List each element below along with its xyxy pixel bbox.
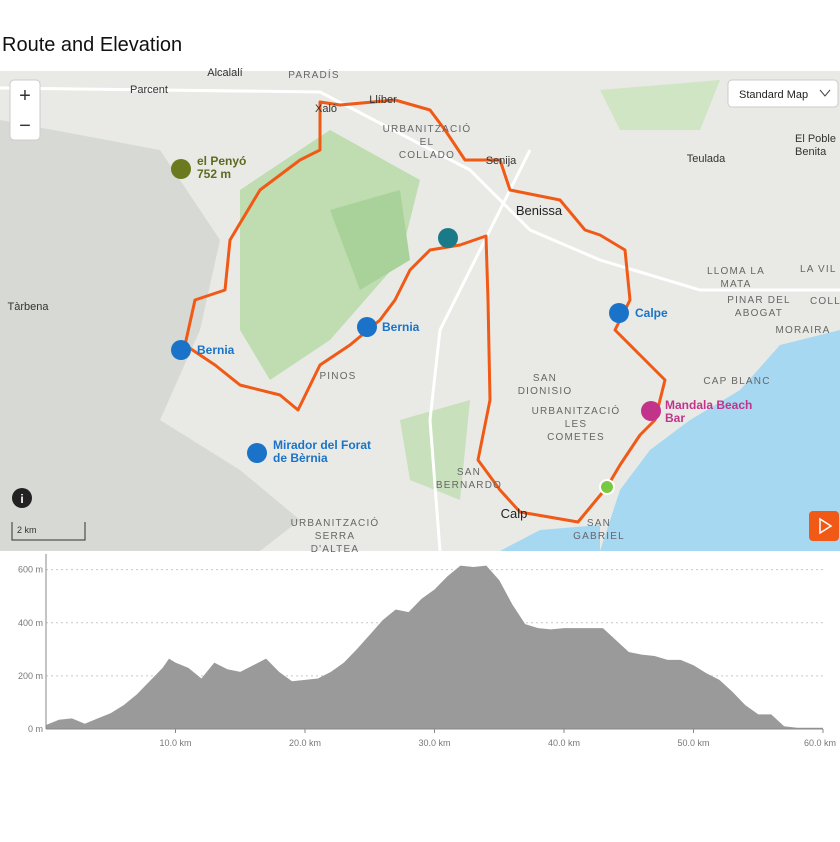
zoom-out[interactable]: − [19,115,31,137]
map-label: URBANITZACIÓ [532,404,621,417]
x-tick-label: 60.0 km [804,738,836,748]
elevation-area [46,565,823,729]
map-label: Calp [501,506,528,521]
map-label: COMETES [547,432,605,443]
poi-marker[interactable] [641,401,661,421]
map-label: GABRIEL [573,531,625,542]
start-marker[interactable] [599,479,615,495]
poi-marker[interactable] [609,303,629,323]
map-label: PARADÍS [288,68,340,81]
play-icon [819,517,833,535]
map-label: Mandala Beach [665,398,752,412]
map-label: MORAIRA [775,325,830,336]
map-label: Bar [665,411,685,425]
repair-marker[interactable] [438,228,458,248]
map-label: Benita [795,146,827,158]
map-label: LES [565,419,588,430]
forest [400,400,470,500]
chevron [819,89,831,97]
sea [500,525,600,551]
map-label: 752 m [197,167,231,181]
map-label: COLLADO [399,150,455,161]
map-label: ABOGAT [735,308,783,319]
x-tick-label: 40.0 km [548,738,580,748]
map-label: SERRA [315,531,355,542]
x-tick-label: 10.0 km [159,738,191,748]
poi-marker[interactable] [247,443,267,463]
map-label: el Penyó [197,154,246,168]
map-label: COLL [810,296,840,307]
map-label: Mirador del Forat [273,438,371,452]
road [0,86,840,292]
info-button[interactable] [12,488,32,508]
map-type[interactable]: Standard Map [739,89,808,101]
map-label: DIONISIO [518,386,573,397]
play-button[interactable] [809,511,839,541]
scale-bar [11,522,86,541]
map-label: Calpe [635,306,668,320]
peak-marker[interactable] [171,159,191,179]
map-label: LA VIL [800,264,837,275]
zoom-control [9,79,41,141]
forest [600,80,720,130]
map-label: Llíber [369,94,397,106]
map-label: MATA [720,279,751,290]
map-labels: Alcalalí PARADÍS Parcent Xaló Llíber URBANITZ… [8,67,840,555]
map-label: PINAR DEL [727,295,791,306]
scale-label: 2 km [17,525,37,535]
forest [330,190,410,290]
y-tick-label: 600 m [18,565,43,575]
map-label: Senija [486,155,517,167]
y-tick-label: 0 m [28,724,43,734]
sea [600,330,840,551]
route [183,98,667,524]
map-label: URBANITZACIÓ [291,516,380,529]
x-tick-label: 50.0 km [677,738,709,748]
x-tick-label: 20.0 km [289,738,321,748]
x-tick-label: 30.0 km [418,738,450,748]
map-label: de Bèrnia [273,451,328,465]
map-label: Alcalalí [207,67,242,79]
terrain [0,120,300,551]
map-label: SAN [457,467,481,478]
map-label: D'ALTEA [311,544,359,555]
map-type-select[interactable] [727,79,839,108]
map-label: Tàrbena [8,301,50,313]
map-label: LLOMA LA [707,266,765,277]
map-label: Bernia [197,343,235,357]
map-label: Xaló [315,103,337,115]
y-tick-label: 200 m [18,671,43,681]
map: Alcalalí PARADÍS Parcent Xaló Llíber URBANITZ… [0,67,840,555]
map-label: El Poble [795,133,836,145]
poi-marker[interactable] [357,317,377,337]
forest [240,130,420,380]
road [428,149,532,552]
map-label: Bernia [382,320,420,334]
map-label: PINOS [319,371,356,382]
map-label: Benissa [516,203,563,218]
zoom-in[interactable]: + [19,85,31,107]
poi-marker[interactable] [171,340,191,360]
map-label: Parcent [130,84,168,96]
elevation-chart: 0 m 200 m 400 m 600 m 10.0 km 20.0 km 30.0 km 4… [18,554,836,748]
map-label: CAP BLANC [703,376,770,387]
map-label: SAN [533,373,557,384]
y-tick-label: 400 m [18,618,43,628]
info-icon[interactable]: i [20,492,23,506]
map-label: SAN [587,518,611,529]
map-label: EL [420,137,435,148]
section-title: Route and Elevation [2,34,182,56]
map-label: Teulada [687,153,726,165]
map-label: URBANITZACIÓ [383,122,472,135]
map-label: BERNARDO [436,480,502,491]
